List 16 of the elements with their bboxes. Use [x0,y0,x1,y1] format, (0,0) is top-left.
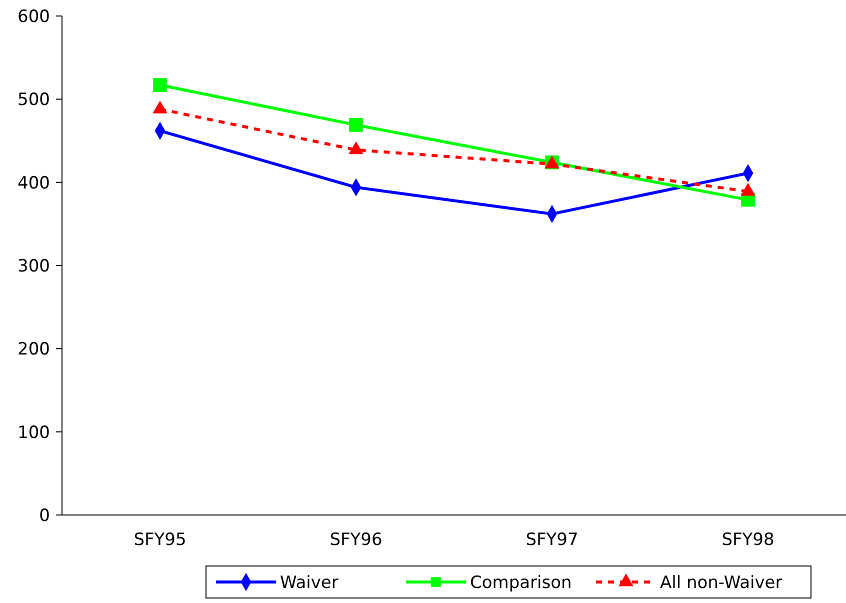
y-tick-label: 100 [18,422,50,443]
x-tick-label: SFY96 [330,530,382,550]
y-tick-label: 200 [18,340,50,360]
y-tick-label: 300 [18,256,50,276]
legend-label: Waiver [280,572,338,593]
x-tick-label: SFY98 [722,530,774,550]
x-tick-label: SFY97 [526,530,578,550]
point [349,118,363,132]
x-tick-label: SFY95 [134,530,186,550]
legend-label: Comparison [470,572,572,593]
y-tick-label: 600 [18,6,50,27]
y-tick-label: 400 [18,173,50,194]
y-tick-label: 0 [39,506,50,526]
point [153,78,167,92]
legend-label: All non-Waiver [660,572,782,593]
y-tick-label: 500 [18,90,50,110]
